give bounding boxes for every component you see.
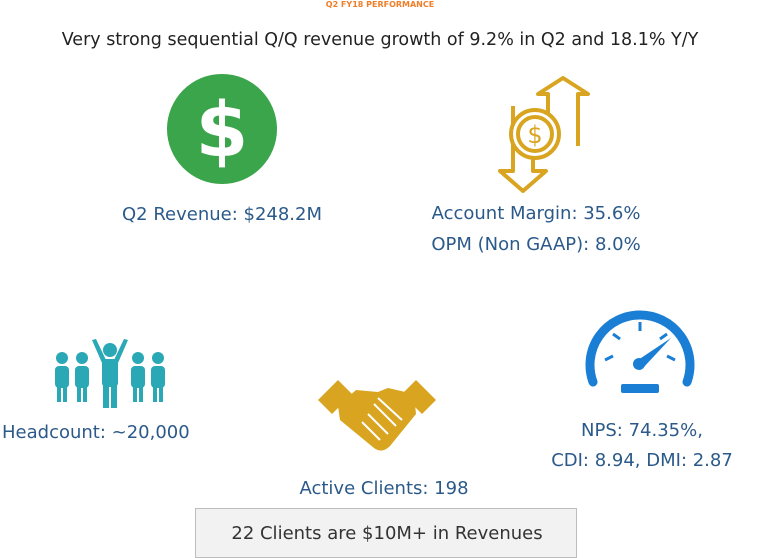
- callout-box: 22 Clients are $10M+ in Revenues: [195, 508, 577, 558]
- subtitle: Very strong sequential Q/Q revenue growt…: [61, 30, 699, 50]
- headcount-text: Headcount: ~20,000: [2, 422, 190, 443]
- clients-text: Active Clients: 198: [299, 478, 469, 499]
- margin-text: Account Margin: 35.6%: [431, 203, 641, 224]
- nps-text: CDI: 8.94, DMI: 2.87: [551, 450, 733, 471]
- slide-title: Q2 FY18 PERFORMANCE: [325, 0, 435, 9]
- dollar-icon: $: [167, 74, 277, 184]
- callout-text: 22 Clients are $10M+ in Revenues: [231, 523, 543, 544]
- revenue-text: Q2 Revenue: $248.2M: [121, 204, 323, 225]
- handshake-icon: [318, 380, 436, 451]
- people-icon: [55, 339, 165, 408]
- margin-icon: $: [498, 76, 590, 193]
- margin-text: OPM (Non GAAP): 8.0%: [431, 234, 641, 255]
- nps-text: NPS: 74.35%,: [581, 420, 703, 441]
- svg-text:$: $: [527, 121, 542, 149]
- speedometer-icon: [585, 310, 695, 393]
- svg-text:$: $: [196, 85, 249, 174]
